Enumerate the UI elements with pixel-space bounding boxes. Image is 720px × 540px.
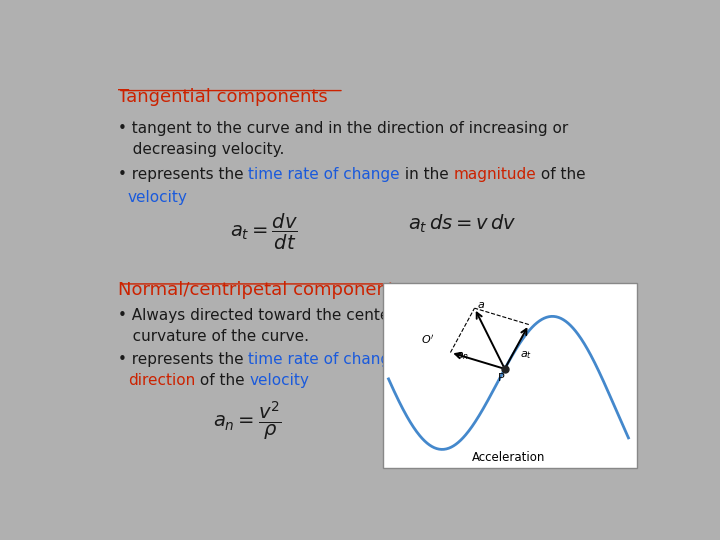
Text: $a_t\, ds = v\, dv$: $a_t\, ds = v\, dv$ — [408, 212, 516, 235]
Text: in the: in the — [400, 167, 454, 181]
Text: • represents the: • represents the — [118, 352, 248, 367]
Text: velocity: velocity — [250, 373, 310, 388]
Text: $a_n$: $a_n$ — [456, 350, 469, 362]
Text: Tangential components: Tangential components — [118, 87, 328, 106]
Text: $a_t = \dfrac{dv}{dt}$: $a_t = \dfrac{dv}{dt}$ — [230, 212, 297, 253]
Text: P: P — [498, 373, 505, 382]
Text: velocity: velocity — [128, 190, 188, 205]
Text: direction: direction — [128, 373, 195, 388]
Text: Acceleration: Acceleration — [472, 451, 545, 464]
Text: • Always directed toward the center of
   curvature of the curve.: • Always directed toward the center of c… — [118, 308, 415, 344]
Text: $a$: $a$ — [477, 300, 485, 310]
Text: • represents the: • represents the — [118, 167, 248, 181]
Text: $a_t$: $a_t$ — [520, 349, 531, 361]
Text: $a_n = \dfrac{v^2}{\rho}$: $a_n = \dfrac{v^2}{\rho}$ — [213, 400, 282, 442]
Text: magnitude: magnitude — [454, 167, 536, 181]
Text: Normal/centripetal components: Normal/centripetal components — [118, 281, 404, 299]
Text: • tangent to the curve and in the direction of increasing or
   decreasing veloc: • tangent to the curve and in the direct… — [118, 121, 568, 157]
Text: $O'$: $O'$ — [420, 333, 434, 346]
Text: of the: of the — [536, 167, 586, 181]
Text: of the: of the — [195, 373, 250, 388]
Text: time rate of change: time rate of change — [248, 167, 400, 181]
Text: time rate of change: time rate of change — [248, 352, 400, 367]
Text: in the: in the — [400, 352, 449, 367]
FancyBboxPatch shape — [383, 283, 637, 468]
